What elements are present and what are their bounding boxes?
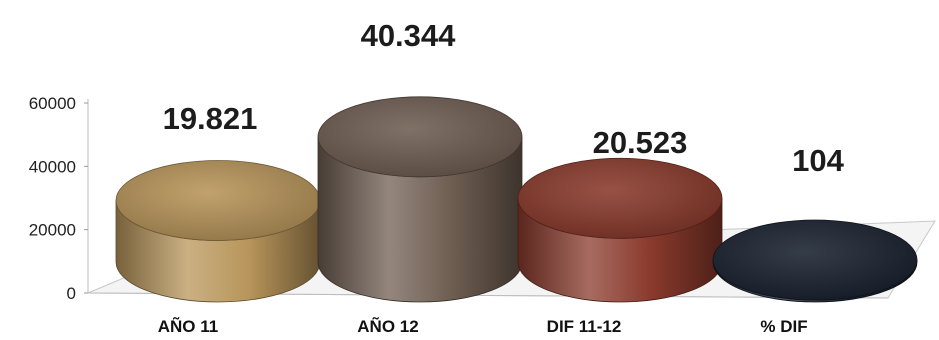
y-tick-label: 60000 bbox=[29, 94, 76, 113]
data-label: 40.344 bbox=[361, 18, 457, 53]
y-tick-label: 20000 bbox=[29, 221, 76, 240]
bar-2 bbox=[317, 96, 523, 303]
y-tick-label: 40000 bbox=[29, 157, 76, 176]
data-label: 19.821 bbox=[163, 101, 258, 136]
data-label: 104 bbox=[792, 143, 844, 178]
bar-top bbox=[517, 157, 723, 239]
category-label: AÑO 11 bbox=[158, 316, 218, 336]
bar-top bbox=[317, 96, 523, 178]
y-axis: 0 20000 40000 60000 bbox=[29, 94, 89, 303]
bars bbox=[115, 96, 918, 303]
bar-4 bbox=[712, 219, 918, 303]
category-label: AÑO 12 bbox=[357, 316, 418, 336]
bar-1 bbox=[115, 160, 321, 303]
category-label: DIF 11-12 bbox=[547, 317, 622, 336]
bar-top bbox=[115, 160, 321, 241]
labels: 19.821 40.344 20.523 104 AÑO 11 AÑO 12 DIF 11-… bbox=[158, 18, 845, 336]
data-label: 20.523 bbox=[593, 125, 688, 160]
category-label: % DIF bbox=[760, 317, 807, 336]
bar-top bbox=[712, 219, 918, 301]
y-tick-label: 0 bbox=[67, 284, 76, 303]
bar-3 bbox=[517, 157, 723, 303]
